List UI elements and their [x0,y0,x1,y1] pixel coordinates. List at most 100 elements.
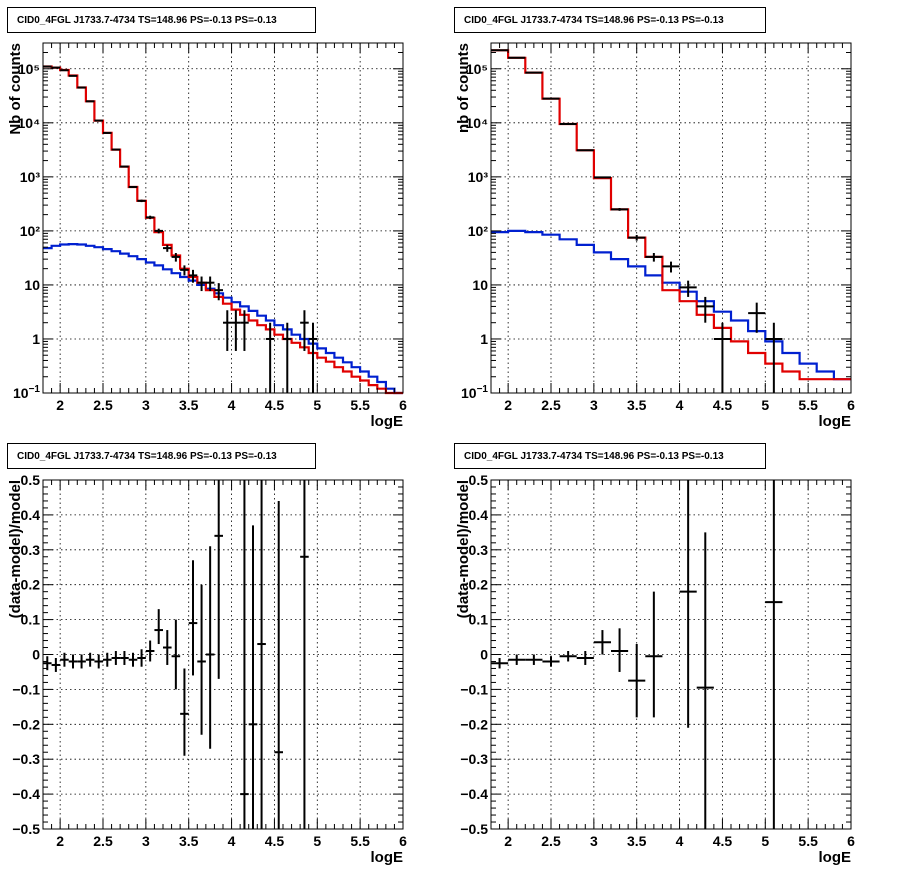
data-point [128,652,138,667]
y-tick-label: 10² [468,223,489,239]
data-point [300,480,309,829]
data-point [240,310,249,351]
data-point [137,199,146,203]
data-point [197,276,206,292]
x-tick-label: 2.5 [541,397,561,413]
y-tick-label: −0.5 [460,821,488,837]
y-tick-label: 10−1 [461,384,488,401]
data-point [593,176,611,179]
data-point [154,609,163,645]
x-tick-label: 6 [847,397,855,413]
x-tick-label: 2.5 [541,833,561,849]
x-tick-label: 5.5 [798,397,818,413]
data-point [180,668,189,756]
data-point [197,584,206,735]
data-point [60,69,69,72]
data-point [662,261,680,273]
x-tick-label: 2 [56,397,64,413]
y-tick-label: −0.4 [460,786,488,802]
data-point [713,322,731,393]
y-tick-label: 10−1 [13,384,40,401]
data-point [696,296,714,323]
x-tick-label: 4.5 [713,833,733,849]
panel-counts-fine-bins: 2 2.5 3 3.5 4 4.5 5 5.5 6 10−1 1 10 10² 10³ 10⁴ 10⁵ logE… [7,42,407,430]
x-tick-label: 5 [313,397,321,413]
data-point [525,71,543,74]
x-tick-label: 2 [56,833,64,849]
y-axis-title: Nb of counts [7,43,24,135]
data-point [68,654,78,669]
y-tick-label: 0.1 [469,612,489,628]
y-tick-label: 10⁵ [18,61,40,77]
data-point [508,56,526,59]
x-axis-title: logE [371,849,404,866]
y-tick-label: 10 [472,277,488,293]
data-point [214,283,223,301]
data-point [171,252,181,262]
data-point [51,66,61,69]
y-tick-label: 0.3 [469,542,489,558]
data-point [120,165,129,168]
x-tick-label: 2.5 [93,397,113,413]
data-point [248,525,258,829]
data-point [94,654,103,669]
y-tick-label: −0.1 [12,681,40,697]
x-tick-label: 6 [847,833,855,849]
data-point [43,65,52,68]
data-point [611,208,629,211]
x-tick-label: 2 [504,833,512,849]
x-tick-label: 5 [761,833,769,849]
data-point [508,654,526,665]
data-point [274,500,283,829]
data-point [205,276,215,292]
y-tick-label: 0.4 [21,507,41,523]
data-point [300,310,309,351]
data-point [628,234,646,241]
x-tick-label: 4 [228,397,236,413]
data-point [85,100,95,103]
data-point [214,480,223,679]
panel-residuals-fine-bins: 2 2.5 3 3.5 4 4.5 5 5.5 6 −0.5 −0.4 −0.3 −0.2 −0.1 0 0.… [7,472,407,866]
data-point [163,630,172,665]
x-tick-label: 3.5 [627,397,647,413]
y-tick-label: 0.2 [21,577,41,593]
x-tick-label: 4 [228,833,236,849]
x-tick-label: 5.5 [798,833,818,849]
x-tick-label: 5 [313,833,321,849]
x-axis-title: logE [371,413,404,430]
plot-area [491,43,851,393]
data-point [145,215,155,220]
panel-title-counts-coarse-bins: CID0_4FGL J1733.7-4734 TS=148.96 PS=-0.1… [454,7,766,33]
x-tick-label: 5 [761,397,769,413]
data-point [576,149,594,152]
data-point [51,657,61,672]
data-point [163,244,172,252]
data-point [231,310,241,351]
y-tick-label: −0.1 [460,681,488,697]
data-point [85,652,95,667]
data-point [525,654,543,665]
data-point [491,657,509,669]
data-point [645,591,663,718]
x-tick-label: 3 [590,397,598,413]
data-point [120,651,129,665]
y-tick-label: 0.1 [21,612,41,628]
data-point [265,322,275,393]
model-bkg-curve [43,243,403,395]
data-point [103,131,112,134]
data-point [679,280,697,297]
model-total-curve [43,65,403,395]
y-tick-label: −0.2 [12,716,40,732]
data-point [188,560,198,676]
data-point [154,228,163,234]
y-tick-label: −0.3 [460,751,488,767]
y-tick-label: 10 [24,277,40,293]
y-tick-label: 10² [20,223,41,239]
model-bkg-curve [491,229,851,381]
data-point [68,74,78,77]
data-point [94,119,103,122]
data-point [145,640,155,662]
data-point [111,148,121,151]
data-point [628,644,646,718]
